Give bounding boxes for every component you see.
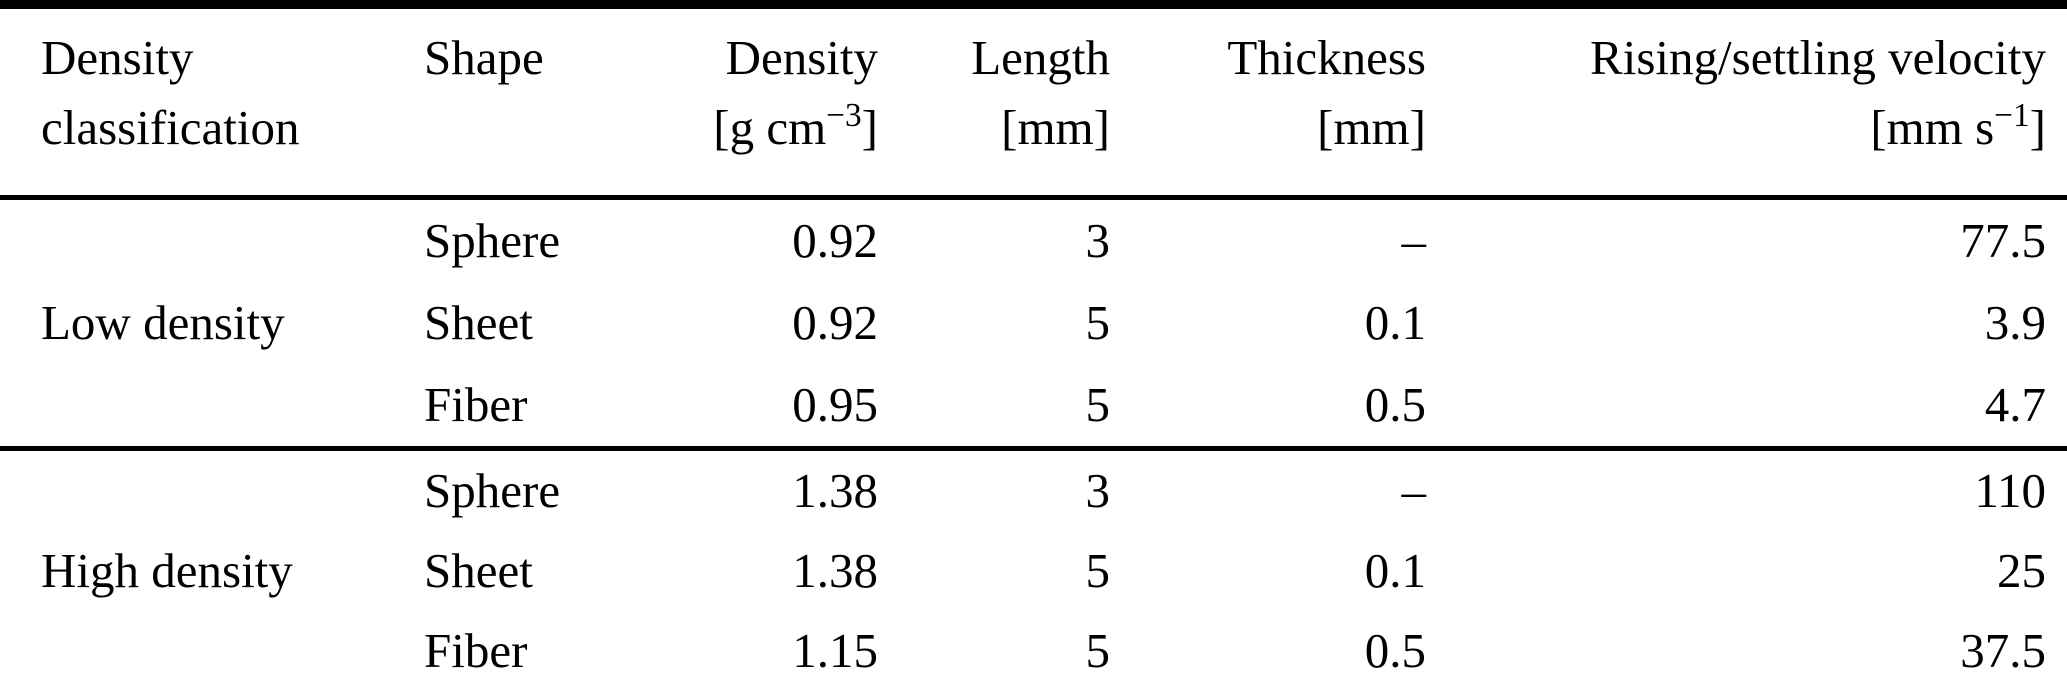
header-label: Thickness [1227, 30, 1426, 85]
cell-thickness: 0.5 [1364, 377, 1426, 432]
cell-density: 0.95 [792, 377, 878, 432]
header-label: Length [971, 30, 1110, 85]
table-row: Low density Sphere 0.92 3 – 77.5 [0, 198, 2067, 350]
unit-pre: [mm s [1870, 100, 1995, 155]
cell-velocity: 4.7 [1984, 377, 2046, 432]
header-label: Density [725, 30, 878, 85]
table-row: High density Sphere 1.38 3 – 110 [0, 449, 2067, 598]
cell-shape: Fiber [424, 623, 528, 678]
cell-length: 3 [1085, 463, 1111, 518]
header-unit: [mm] [1110, 93, 1426, 163]
cell-shape: Fiber [424, 377, 528, 432]
cell-thickness: 0.5 [1364, 623, 1426, 678]
unit-superscript: −1 [1994, 96, 2030, 134]
cell-thickness: 0.1 [1364, 543, 1426, 598]
header-cell-shape: Shape [424, 5, 650, 198]
cell-length: 3 [1085, 213, 1111, 268]
header-cell-density-classification: Density classification [0, 5, 424, 198]
table-row: Sheet 1.38 5 0.1 25 [0, 531, 2067, 611]
group-low-density: Low density Sphere 0.92 3 – 77.5 Sheet 0… [0, 198, 2067, 449]
table-row: Sheet 0.92 5 0.1 3.9 [0, 282, 2067, 364]
cell-density: 0.92 [792, 295, 878, 350]
unit-post: ] [861, 100, 878, 155]
cell-velocity: 3.9 [1984, 295, 2046, 350]
header-row: Density classification Shape Density [g … [0, 5, 2067, 198]
cell-velocity: 37.5 [1960, 623, 2046, 678]
header-unit: [mm s−1] [1426, 93, 2046, 163]
header-label: Density [41, 30, 194, 85]
cell-classification: Low density [41, 295, 285, 350]
cell-thickness: – [1401, 463, 1427, 518]
cell-length: 5 [1085, 543, 1111, 598]
cell-density: 1.38 [792, 543, 878, 598]
group-high-density: High density Sphere 1.38 3 – 110 Sheet 1… [0, 448, 2067, 688]
cell-density: 1.38 [792, 463, 878, 518]
cell-length: 5 [1085, 377, 1111, 432]
header-cell-thickness: Thickness [mm] [1110, 5, 1426, 198]
cell-velocity: 110 [1974, 463, 2046, 518]
unit-post: ] [2029, 100, 2046, 155]
unit-superscript: −3 [826, 96, 862, 134]
cell-velocity: 77.5 [1960, 213, 2046, 268]
table-row: Fiber 1.15 5 0.5 37.5 [0, 611, 2067, 688]
header-unit: [g cm−3] [650, 93, 878, 163]
cell-length: 5 [1085, 623, 1111, 678]
cell-shape: Sphere [424, 463, 561, 518]
cell-density: 0.92 [792, 213, 878, 268]
header-label: Rising/settling velocity [1590, 30, 2046, 85]
unit-pre: [mm] [1317, 100, 1426, 155]
cell-shape: Sphere [424, 213, 561, 268]
header-cell-length: Length [mm] [878, 5, 1110, 198]
table-row: Fiber 0.95 5 0.5 4.7 [0, 364, 2067, 449]
header-cell-velocity: Rising/settling velocity [mm s−1] [1426, 5, 2067, 198]
header-label-line2: classification [41, 100, 300, 155]
cell-velocity: 25 [1997, 543, 2046, 598]
cell-shape: Sheet [424, 295, 533, 350]
unit-pre: [g cm [713, 100, 827, 155]
header-unit: [mm] [878, 93, 1110, 163]
header-cell-density: Density [g cm−3] [650, 5, 878, 198]
header-label: Shape [424, 30, 544, 85]
cell-classification: High density [41, 543, 293, 598]
unit-pre: [mm] [1001, 100, 1110, 155]
cell-thickness: – [1401, 213, 1427, 268]
table-header: Density classification Shape Density [g … [0, 5, 2067, 198]
cell-density: 1.15 [792, 623, 878, 678]
cell-shape: Sheet [424, 543, 533, 598]
cell-thickness: 0.1 [1364, 295, 1426, 350]
cell-length: 5 [1085, 295, 1111, 350]
